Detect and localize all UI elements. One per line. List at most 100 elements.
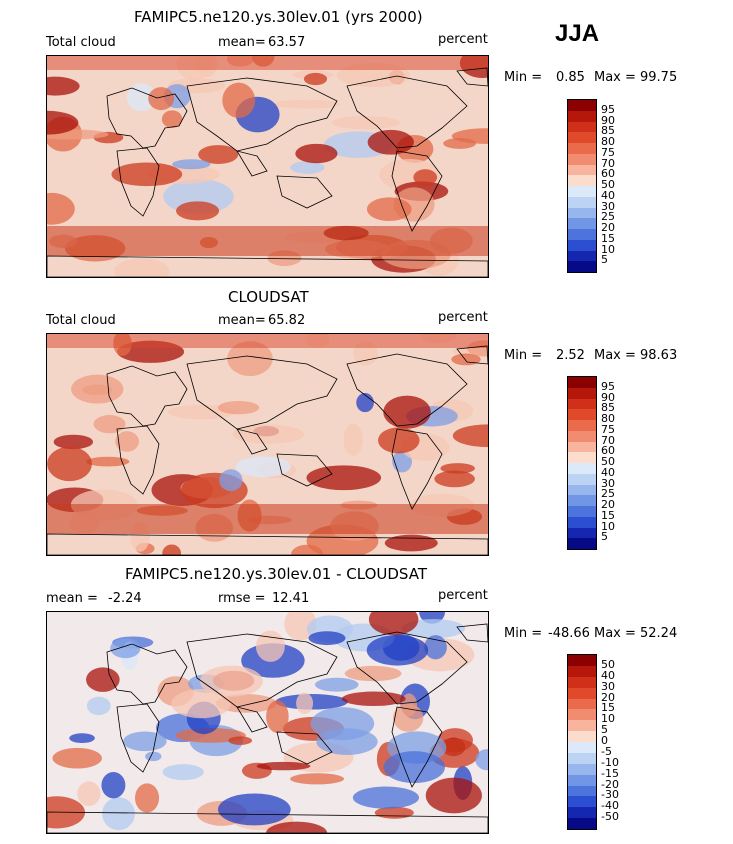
- cloud-field-patch: [290, 161, 325, 174]
- colorbar-swatch: [568, 742, 596, 753]
- cloud-field-patch: [52, 747, 102, 769]
- cloud-field-patch: [101, 771, 126, 799]
- panel-3-min-value: -48.66: [548, 626, 590, 641]
- cloud-field-patch: [47, 76, 80, 96]
- coastline: [276, 731, 333, 765]
- colorbar-level-label: 40: [601, 668, 615, 682]
- colorbar-swatch: [568, 495, 596, 506]
- colorbar-swatch: [568, 785, 596, 797]
- cloud-field-patch: [401, 619, 466, 639]
- cloud-field-patch: [295, 143, 338, 164]
- coastline: [186, 633, 338, 708]
- cloud-field-patch: [308, 631, 346, 646]
- panel-1-mean-label: mean=: [218, 35, 266, 50]
- panel-3-title: FAMIPC5.ne120.ys.30lev.01 - CLOUDSAT: [125, 565, 427, 583]
- cloud-field-patch: [341, 691, 406, 707]
- colorbar-level-label: 60: [601, 167, 615, 181]
- cloud-field-patch: [378, 427, 420, 454]
- colorbar-level-label: 90: [601, 390, 615, 404]
- colorbar-swatch: [568, 676, 596, 688]
- panel-2-max-label: Max =: [594, 348, 636, 363]
- cloud-field-patch: [82, 384, 113, 396]
- colorbar-swatch: [568, 687, 596, 699]
- colorbar-swatch: [568, 527, 596, 539]
- cloud-field-patch: [331, 116, 401, 130]
- colorbar-swatch: [568, 229, 596, 240]
- cloud-field-patch: [434, 470, 475, 488]
- cloud-field-patch: [175, 201, 220, 221]
- colorbar-level-label: 60: [601, 444, 615, 458]
- panel-2-colorbar: [567, 376, 597, 550]
- colorbar-level-label: 95: [601, 102, 615, 116]
- cloud-field-patch: [303, 72, 328, 86]
- coastline: [391, 150, 443, 232]
- colorbar-swatch: [568, 218, 596, 229]
- colorbar-level-label: 40: [601, 465, 615, 479]
- cloud-field-patch: [227, 341, 273, 377]
- cloud-field-patch: [47, 110, 79, 135]
- cloud-field-patch: [198, 145, 239, 164]
- cloud-field-patch: [110, 638, 141, 659]
- colorbar-level-label: -10: [601, 755, 619, 769]
- coastline: [276, 175, 333, 209]
- cloud-field-patch: [134, 783, 160, 813]
- cloud-field-patch: [384, 534, 438, 552]
- cloud-field-patch: [425, 777, 482, 814]
- panel-3-rmse-value: 12.41: [272, 591, 310, 606]
- cloud-field-patch: [290, 773, 345, 785]
- colorbar-swatch: [568, 731, 596, 742]
- coastline: [116, 425, 160, 495]
- colorbar-swatch: [568, 153, 596, 165]
- colorbar-swatch: [568, 207, 596, 219]
- coastline: [116, 147, 160, 217]
- cloud-field-patch: [393, 703, 424, 732]
- colorbar-level-label: 25: [601, 210, 615, 224]
- panel-1-variable-label: Total cloud: [46, 35, 116, 50]
- coastline: [276, 453, 333, 487]
- colorbar-level-label: -50: [601, 810, 619, 824]
- cloud-field-patch: [126, 83, 157, 112]
- colorbar-level-label: 5: [601, 253, 608, 267]
- colorbar-level-label: 5: [601, 723, 608, 737]
- cloud-field-patch: [172, 159, 211, 170]
- colorbar-swatch: [568, 538, 596, 549]
- cloud-field-patch: [367, 129, 414, 155]
- panel-2-variable-label: Total cloud: [46, 313, 116, 328]
- cloud-field-patch: [145, 751, 162, 762]
- colorbar-swatch: [568, 143, 596, 154]
- panel-3-min-label: Min =: [504, 626, 543, 641]
- colorbar-level-label: 50: [601, 455, 615, 468]
- cloud-field-patch: [383, 751, 446, 784]
- panel-3-max-value: 52.24: [640, 626, 678, 641]
- coastline: [47, 533, 488, 555]
- colorbar-level-label: -20: [601, 777, 619, 791]
- cloud-field-patch: [266, 700, 289, 733]
- colorbar-level-label: 50: [601, 657, 615, 671]
- panel-3-rmse-label: rmse =: [218, 591, 266, 606]
- cloud-field-patch: [113, 258, 170, 277]
- cloud-field-patch: [162, 764, 204, 781]
- colorbar-level-label: 75: [601, 145, 615, 159]
- panel-1-min-label: Min =: [504, 70, 543, 85]
- cloud-field-patch: [344, 665, 402, 682]
- colorbar-swatch: [568, 110, 596, 122]
- panel-3-mean-value: -2.24: [108, 591, 142, 606]
- cloud-field-patch: [222, 82, 256, 119]
- coastline: [186, 355, 338, 430]
- colorbar-level-label: -5: [601, 744, 612, 758]
- cloud-field-patch: [175, 728, 246, 743]
- coastline: [391, 706, 443, 788]
- colorbar-swatch: [568, 100, 596, 111]
- cloud-field-patch: [102, 797, 135, 831]
- coastline: [116, 703, 160, 773]
- cloud-field-patch: [475, 749, 488, 771]
- colorbar-level-label: 15: [601, 508, 615, 522]
- cloud-field-patch: [161, 110, 183, 128]
- cloud-field-patch: [217, 793, 291, 826]
- cloud-field-patch: [47, 192, 75, 225]
- cloud-field-patch: [77, 781, 101, 807]
- arctic-band: [47, 56, 488, 70]
- cloud-field-patch: [368, 612, 419, 636]
- colorbar-level-label: 70: [601, 156, 615, 170]
- colorbar-swatch: [568, 196, 596, 208]
